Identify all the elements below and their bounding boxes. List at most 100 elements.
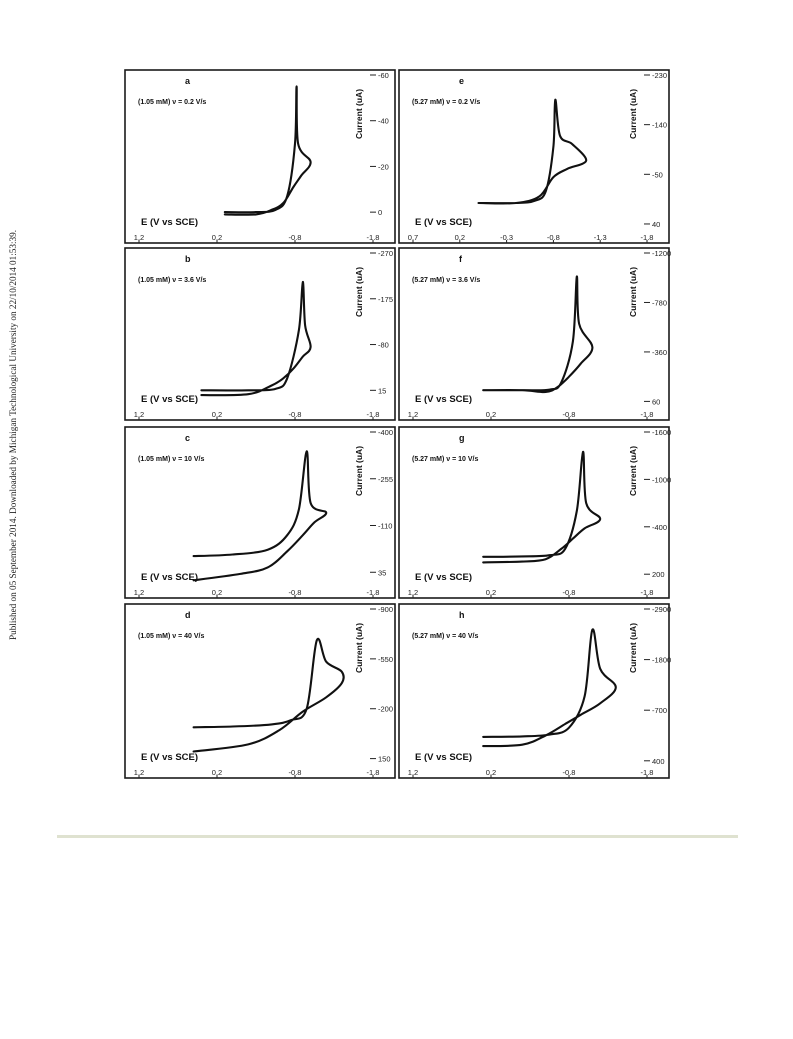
- y-tick-label: 150: [378, 755, 391, 764]
- y-axis-label: Current (uA): [628, 89, 638, 139]
- y-tick-label: -1800: [652, 656, 671, 665]
- panel-letter: c: [185, 433, 190, 443]
- y-axis-label: Current (uA): [354, 267, 364, 317]
- y-tick-label: -780: [652, 298, 667, 307]
- cv-panel-e: 0.7 0.2 -0.3 -0.8 -1.3 -1.8 -230 -140 -50 40 e (5.2…: [398, 69, 670, 244]
- x-tick-label: 0.2: [486, 768, 496, 777]
- x-tick-label: 0.2: [486, 588, 496, 597]
- y-tick-label: -900: [378, 605, 393, 614]
- cv-panel-b: 1.2 0.2 -0.8 -1.8 -270 -175 -80 15 b (1.05 mM) ν …: [124, 247, 396, 421]
- y-axis-label: Current (uA): [354, 623, 364, 673]
- x-axis-label: E (V vs SCE): [141, 752, 198, 763]
- y-tick-label: -1600: [652, 428, 671, 437]
- cv-panel-f: 1.2 0.2 -0.8 -1.8 -1200 -780 -360 60 f (5.27 mM) …: [398, 247, 671, 421]
- y-tick-label: -20: [378, 162, 389, 171]
- x-tick-label: -0.8: [563, 588, 576, 597]
- y-axis-label: Current (uA): [628, 267, 638, 317]
- y-tick-label: -175: [378, 295, 393, 304]
- y-tick-label: 200: [652, 570, 665, 579]
- condition-label: (1.05 mM) ν = 0.2 V/s: [138, 99, 206, 106]
- y-tick-label: -360: [652, 348, 667, 357]
- x-tick-label: -0.8: [289, 588, 302, 597]
- y-tick-label: -50: [652, 170, 663, 179]
- voltammogram-trace: [200, 280, 312, 397]
- voltammogram-trace: [482, 275, 594, 394]
- y-tick-label: -110: [378, 522, 392, 531]
- y-axis-label: Current (uA): [354, 446, 364, 496]
- x-axis-label: E (V vs SCE): [141, 217, 198, 228]
- cv-panel-g: 1.2 0.2 -0.8 -1.8 -1600 -1000 -400 200 g (5.27 mM…: [398, 426, 671, 599]
- voltammogram-trace: [192, 450, 328, 582]
- y-axis-label: Current (uA): [628, 623, 638, 673]
- x-tick-label: -1.3: [594, 233, 607, 242]
- page-divider: [57, 835, 738, 838]
- x-tick-label: 1.2: [134, 410, 144, 419]
- x-axis-label: E (V vs SCE): [415, 752, 472, 763]
- x-tick-label: 0.2: [212, 410, 222, 419]
- y-tick-label: -1000: [652, 475, 671, 484]
- voltammogram-trace: [477, 98, 588, 205]
- y-tick-label: -40: [378, 117, 389, 126]
- x-tick-label: 0.2: [212, 588, 222, 597]
- x-tick-label: -1.8: [367, 768, 380, 777]
- panel-frame: [398, 603, 670, 779]
- y-tick-label: -270: [378, 249, 393, 258]
- panel-letter: e: [459, 76, 464, 86]
- condition-label: (5.27 mM) ν = 10 V/s: [412, 456, 478, 463]
- x-tick-label: 0.2: [212, 233, 222, 242]
- x-axis-label: E (V vs SCE): [415, 217, 472, 228]
- x-tick-label: -0.8: [289, 233, 302, 242]
- panel-letter: g: [459, 433, 465, 443]
- x-tick-label: 1.2: [408, 588, 418, 597]
- voltammogram-trace: [482, 450, 602, 564]
- x-tick-label: -1.8: [641, 768, 654, 777]
- panel-frame: [398, 69, 670, 244]
- x-tick-label: -1.8: [367, 410, 380, 419]
- x-tick-label: 1.2: [408, 410, 418, 419]
- panel-frame: [398, 426, 670, 599]
- condition-label: (1.05 mM) ν = 40 V/s: [138, 633, 204, 640]
- x-tick-label: -0.8: [289, 410, 302, 419]
- y-tick-label: -230: [652, 71, 667, 80]
- y-tick-label: -2900: [652, 605, 671, 614]
- y-axis-label: Current (uA): [628, 446, 638, 496]
- voltammogram-trace: [192, 637, 345, 753]
- panel-frame: [124, 603, 396, 779]
- x-tick-label: -1.8: [641, 410, 654, 419]
- cv-panel-a: 1.2 0.2 -0.8 -1.8 -60 -40 -20 0 a (1.05 mM) ν = 0…: [124, 69, 396, 244]
- x-tick-label: -0.8: [563, 768, 576, 777]
- panel-letter: h: [459, 610, 465, 620]
- panel-letter: f: [459, 254, 463, 264]
- condition-label: (5.27 mM) ν = 40 V/s: [412, 633, 478, 640]
- x-tick-label: 1.2: [134, 588, 144, 597]
- cv-panel-d: 1.2 0.2 -0.8 -1.8 -900 -550 -200 150 d (1.05 mM) …: [124, 603, 396, 779]
- x-tick-label: 0.2: [212, 768, 222, 777]
- condition-label: (5.27 mM) ν = 3.6 V/s: [412, 277, 480, 284]
- y-tick-label: -200: [378, 705, 393, 714]
- y-tick-label: 35: [378, 568, 386, 577]
- voltammogram-trace: [482, 628, 617, 748]
- y-tick-label: 0: [378, 208, 382, 217]
- x-tick-label: -0.8: [547, 233, 560, 242]
- y-tick-label: 400: [652, 757, 665, 766]
- y-tick-label: 40: [652, 220, 660, 229]
- cv-panel-c: 1.2 0.2 -0.8 -1.8 -400 -255 -110 35 c (1.05 mM) ν…: [124, 426, 396, 599]
- panel-letter: b: [185, 254, 191, 264]
- y-tick-label: -550: [378, 655, 393, 664]
- x-tick-label: 1.2: [134, 768, 144, 777]
- x-axis-label: E (V vs SCE): [141, 572, 198, 583]
- y-tick-label: -255: [378, 475, 393, 484]
- x-tick-label: -0.8: [563, 410, 576, 419]
- y-tick-label: -1200: [652, 249, 671, 258]
- cv-panel-h: 1.2 0.2 -0.8 -1.8 -2900 -1800 -700 400 h (5.27 mM…: [398, 603, 671, 779]
- y-tick-label: 60: [652, 397, 660, 406]
- x-tick-label: 0.7: [408, 233, 418, 242]
- condition-label: (1.05 mM) ν = 3.6 V/s: [138, 277, 206, 284]
- x-axis-label: E (V vs SCE): [141, 394, 198, 405]
- y-tick-label: -140: [652, 121, 667, 130]
- y-axis-label: Current (uA): [354, 89, 364, 139]
- y-tick-label: 15: [378, 386, 386, 395]
- x-tick-label: -0.3: [500, 233, 513, 242]
- x-tick-label: 1.2: [134, 233, 144, 242]
